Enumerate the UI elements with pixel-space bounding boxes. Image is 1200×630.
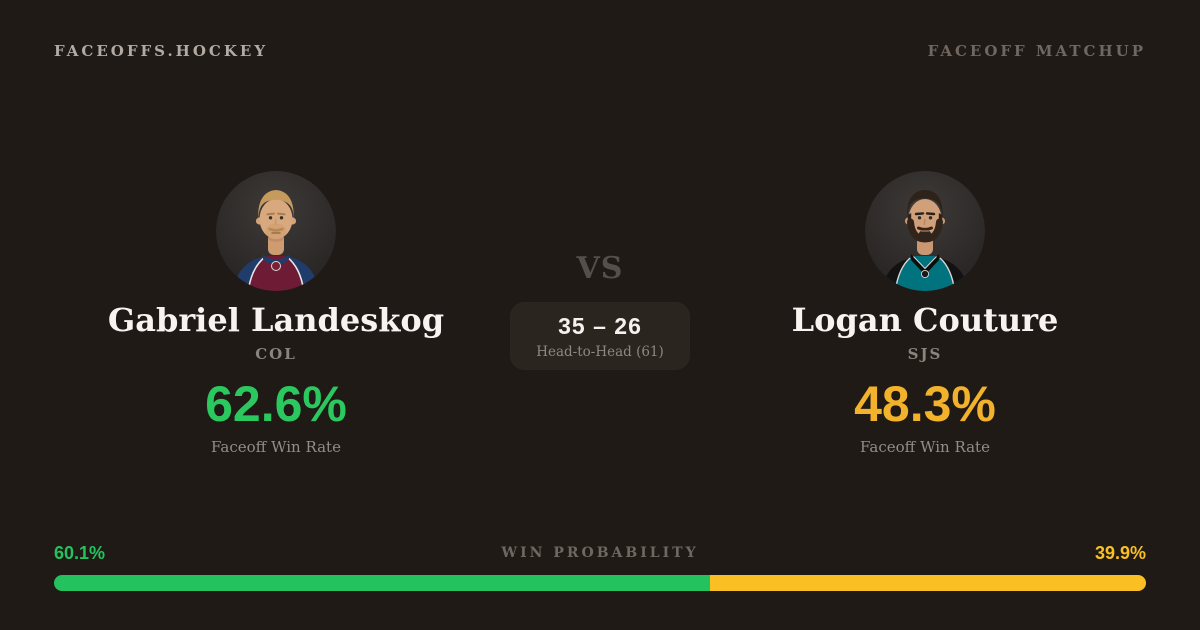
win-probability-section: 60.1% WIN PROBABILITY 39.9%: [54, 543, 1146, 591]
player-team-right: SJS: [907, 345, 943, 364]
win-bar-right-segment: [710, 575, 1146, 591]
player-name-left: Gabriel Landeskog: [107, 301, 445, 339]
header: FACEOFFS.HOCKEY FACEOFF MATCHUP: [54, 42, 1146, 60]
player-card-left: Gabriel Landeskog COL 62.6% Faceoff Win …: [96, 171, 456, 456]
win-probability-labels: 60.1% WIN PROBABILITY 39.9%: [54, 543, 1146, 565]
player-win-rate-right: 48.3%: [854, 376, 996, 433]
gabriel-landeskog-headshot: [216, 171, 336, 291]
head-to-head-label: Head-to-Head (61): [536, 344, 664, 360]
head-to-head-score: 35 – 26: [558, 313, 642, 339]
win-rate-label-right: Faceoff Win Rate: [860, 438, 990, 457]
win-bar-left-segment: [54, 575, 711, 591]
logan-couture-headshot: [865, 171, 985, 291]
player-card-right: Logan Couture SJS 48.3% Faceoff Win Rate: [745, 171, 1105, 456]
page-type-label: FACEOFF MATCHUP: [927, 42, 1146, 60]
player-win-rate-left: 62.6%: [205, 376, 347, 433]
vs-label: VS: [576, 251, 624, 286]
player-name-right: Logan Couture: [791, 301, 1059, 339]
matchup-center: VS 35 – 26 Head-to-Head (61): [420, 251, 780, 370]
win-probability-bar: [54, 575, 1146, 591]
head-to-head-box: 35 – 26 Head-to-Head (61): [510, 302, 690, 370]
player-team-left: COL: [255, 345, 297, 364]
win-probability-left-pct: 60.1%: [54, 543, 106, 563]
win-rate-label-left: Faceoff Win Rate: [211, 438, 341, 457]
brand-logo-text: FACEOFFS.HOCKEY: [54, 42, 269, 60]
win-probability-right-pct: 39.9%: [1094, 543, 1146, 563]
win-probability-title: WIN PROBABILITY: [501, 545, 699, 561]
